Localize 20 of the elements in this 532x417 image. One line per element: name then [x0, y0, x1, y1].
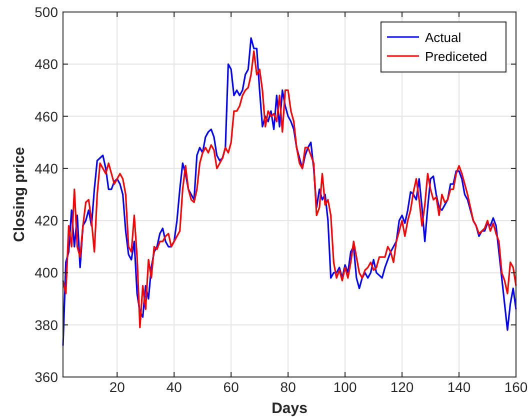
y-tick-label: 480	[34, 56, 58, 72]
y-tick-label: 440	[34, 160, 58, 176]
y-tick-label: 360	[34, 369, 58, 385]
x-tick-label: 20	[109, 379, 126, 395]
y-tick-label: 420	[34, 212, 58, 229]
y-tick-label: 460	[34, 108, 58, 124]
y-tick-label: 500	[34, 4, 58, 20]
y-tick-label: 380	[34, 316, 58, 333]
x-tick-label: 120	[390, 379, 414, 395]
x-tick-label: 100	[333, 379, 357, 395]
legend-label: Actual	[425, 30, 462, 45]
legend-label: Prediceted	[425, 49, 488, 64]
y-tick-label: 400	[34, 264, 58, 281]
x-tick-label: 160	[504, 379, 528, 395]
x-tick-label: 80	[280, 379, 296, 395]
x-tick-label: 140	[447, 379, 471, 395]
x-tick-label: 60	[223, 379, 240, 395]
x-tick-label: 40	[166, 379, 182, 395]
x-axis-title: Days	[272, 400, 308, 417]
y-axis-title: Closing price	[11, 146, 28, 242]
